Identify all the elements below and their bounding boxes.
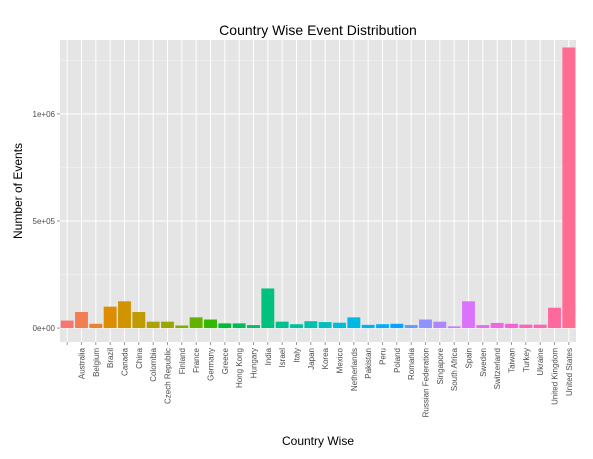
bar (562, 47, 575, 328)
x-tick-label: Czech Republic (164, 348, 173, 404)
x-tick-label: Belgium (92, 348, 101, 377)
bar (261, 288, 274, 328)
bar (304, 321, 317, 328)
x-tick-label: Italy (293, 348, 302, 363)
bar (75, 312, 88, 328)
x-tick-label: Mexico (336, 347, 345, 373)
plot-panel (60, 40, 576, 342)
x-tick-label: Russian Federation (422, 348, 431, 417)
x-tick-label: Finland (178, 348, 187, 374)
x-tick-label: South Africa (450, 347, 459, 391)
bar (491, 323, 504, 328)
x-tick-label: Taiwan (508, 348, 517, 373)
y-tick-label: 1e+06 (33, 110, 56, 119)
bar (519, 325, 532, 328)
bar (433, 322, 446, 328)
bar (476, 325, 489, 328)
x-tick-label: China (135, 347, 144, 368)
bar (448, 326, 461, 328)
bar (362, 325, 375, 328)
x-tick-label: Australia (78, 347, 87, 379)
bar (233, 323, 246, 328)
y-axis-title: Number of Events (11, 143, 25, 239)
x-tick-label: Colombia (149, 347, 158, 381)
bar (118, 301, 131, 328)
x-tick-label: Pakistan (364, 348, 373, 379)
x-tick-label: Korea (321, 347, 330, 369)
x-tick-label: Canada (121, 347, 130, 376)
x-tick-label: Peru (379, 348, 388, 365)
bar (534, 325, 547, 328)
bar (419, 320, 432, 329)
x-tick-label: Hong Kong (235, 348, 244, 388)
x-tick-label: Ukraine (536, 347, 545, 375)
bar (89, 324, 102, 328)
bar (390, 324, 403, 328)
x-tick-label: Germany (207, 348, 216, 381)
x-tick-label: Romania (407, 347, 416, 380)
x-tick-label: Turkey (522, 348, 531, 372)
x-tick-label: Sweden (479, 348, 488, 377)
bar (319, 322, 332, 328)
x-tick-label: Spain (465, 348, 474, 368)
bar (61, 321, 74, 328)
x-tick-label: Brazil (106, 348, 115, 368)
x-tick-label: Singapore (436, 347, 445, 384)
x-tick-label: Poland (393, 348, 402, 373)
x-axis: Australia Belgium Brazil Canada China Colombi… (67, 342, 574, 417)
bar (276, 322, 289, 328)
bar (347, 317, 360, 328)
bar (190, 317, 203, 328)
x-tick-label: Switzerland (493, 348, 502, 389)
bar (290, 324, 303, 328)
chart-title: Country Wise Event Distribution (219, 22, 417, 38)
bar (405, 325, 418, 328)
bar (333, 323, 346, 328)
x-tick-label: Hungary (250, 348, 259, 378)
bar (175, 326, 188, 329)
y-tick-label: 5e+05 (33, 217, 56, 226)
x-axis-title: Country Wise (282, 434, 354, 448)
bar (247, 325, 260, 328)
x-tick-label: Netherlands (350, 348, 359, 391)
bar (376, 324, 389, 328)
x-tick-label: Israel (278, 348, 287, 368)
bar (548, 308, 561, 328)
x-tick-label: Greece (221, 347, 230, 374)
bar (147, 322, 160, 328)
y-tick-label: 0e+00 (33, 324, 56, 333)
x-tick-label: India (264, 347, 273, 365)
x-tick-label: France (192, 347, 201, 372)
bar (505, 324, 518, 328)
bar (462, 301, 475, 328)
bar (104, 307, 117, 328)
x-tick-label: United Kingdom (551, 348, 560, 405)
bar (204, 320, 217, 329)
bar (132, 312, 145, 328)
x-tick-label: Japan (307, 348, 316, 370)
bar (218, 323, 231, 328)
x-tick-label: United States (565, 348, 574, 396)
y-axis: 0e+00 5e+05 1e+06 (33, 110, 60, 333)
bar (161, 322, 174, 328)
